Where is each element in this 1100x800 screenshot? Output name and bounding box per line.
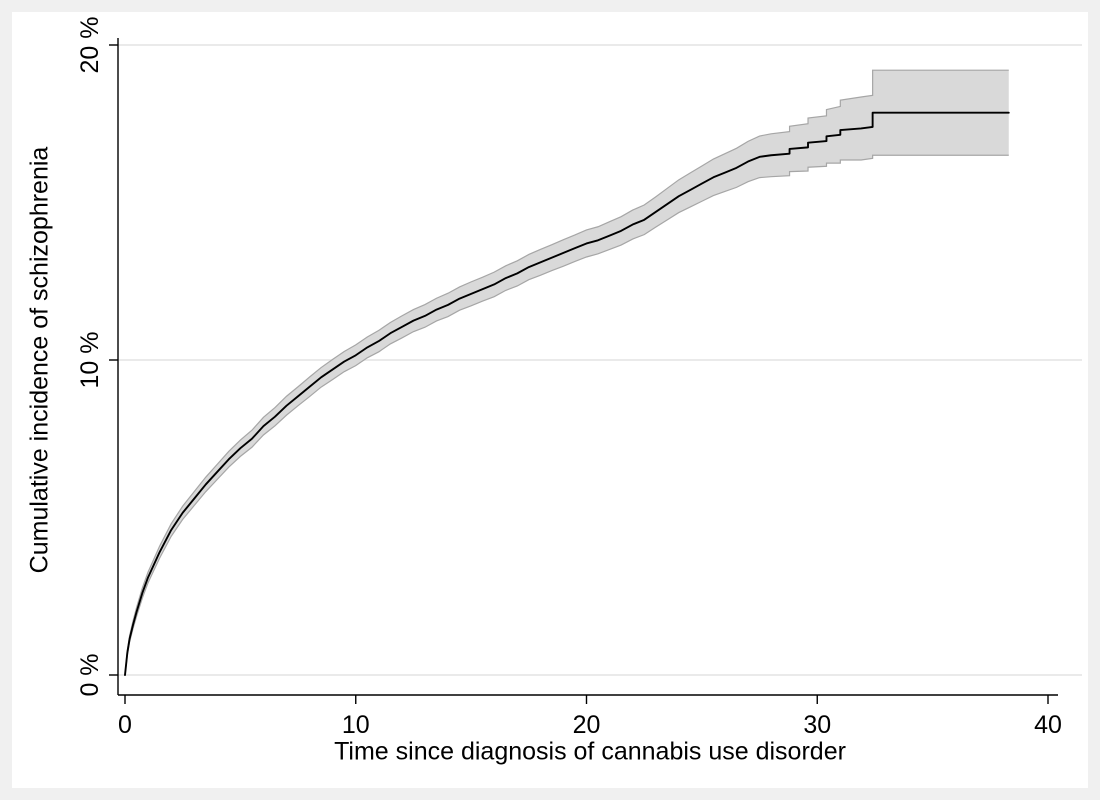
x-tick-label: 20 [573, 711, 601, 739]
x-axis-title: Time since diagnosis of cannabis use dis… [334, 737, 846, 766]
cumulative-incidence-curve [124, 111, 1010, 676]
x-tick-label: 0 [118, 711, 132, 739]
x-tick-label: 40 [1034, 711, 1062, 739]
confidence-band-upper-edge [124, 69, 1009, 676]
confidence-band [125, 70, 1009, 675]
y-axis-title: Cumulative incidence of schizophrenia [25, 146, 54, 574]
y-tick-label: 20 % [76, 17, 104, 74]
y-tick-label: 10 % [76, 332, 104, 389]
x-tick-label: 30 [803, 711, 831, 739]
y-tick-label: 0 % [76, 653, 104, 696]
x-tick-label: 10 [342, 711, 370, 739]
confidence-band-lower-edge [124, 154, 1009, 676]
